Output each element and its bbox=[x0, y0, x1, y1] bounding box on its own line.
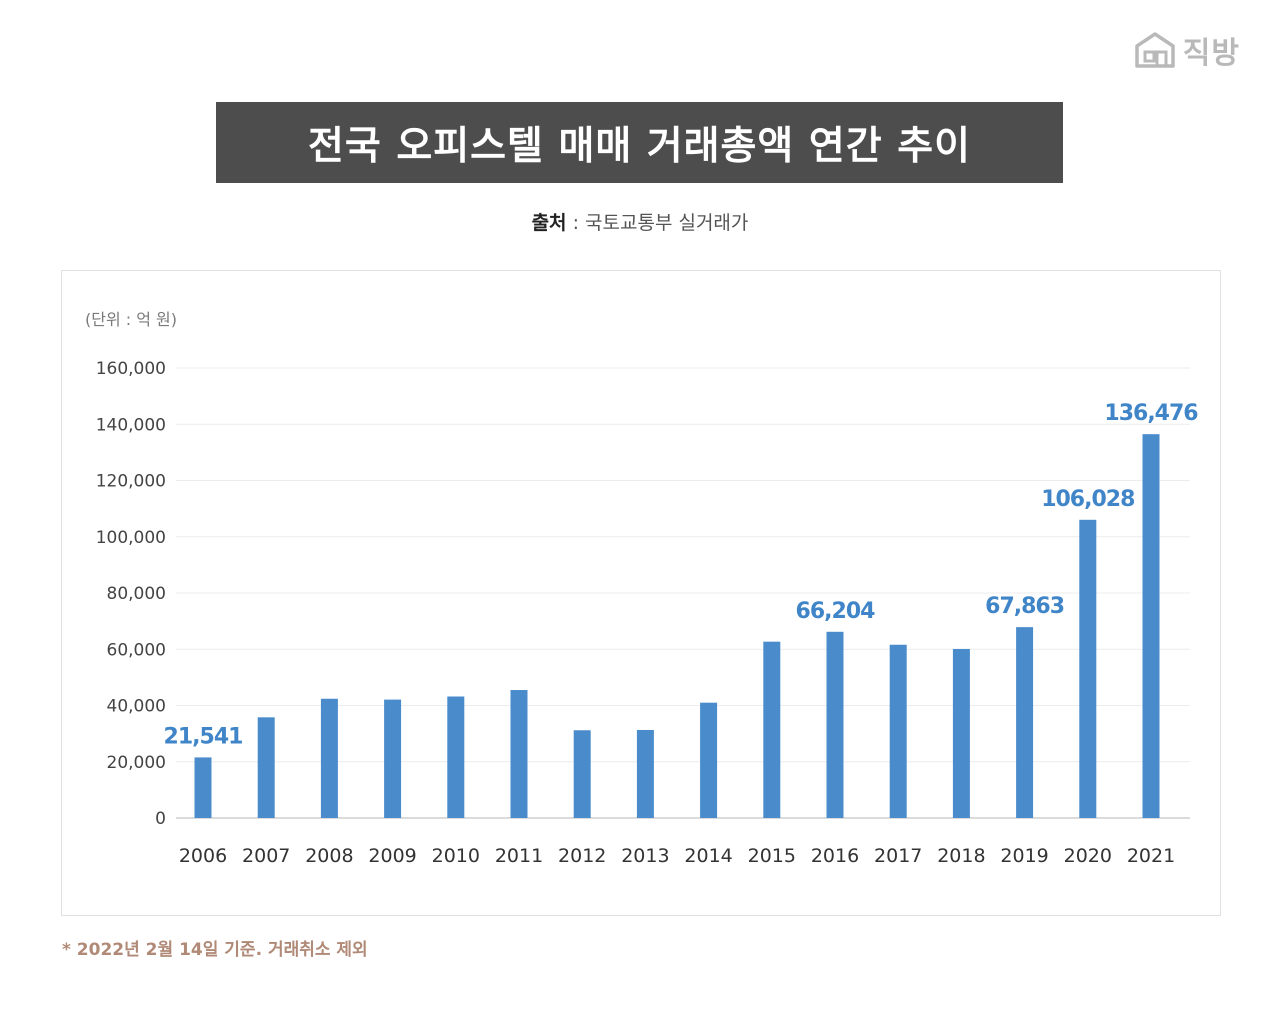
bar-2010 bbox=[447, 696, 465, 818]
bar-2008 bbox=[320, 698, 338, 818]
x-tick-label: 2013 bbox=[621, 845, 669, 867]
y-tick-label: 20,000 bbox=[107, 753, 166, 773]
source-separator: : bbox=[566, 212, 586, 234]
data-label: 106,028 bbox=[1041, 487, 1134, 512]
chart-title-banner: 전국 오피스텔 매매 거래총액 연간 추이 bbox=[216, 102, 1063, 183]
bar-2006 bbox=[194, 757, 212, 818]
x-tick-label: 2009 bbox=[368, 845, 416, 867]
x-tick-label: 2020 bbox=[1064, 845, 1112, 867]
bar-2007 bbox=[257, 717, 275, 818]
brand-logo: 직방 bbox=[1133, 28, 1240, 72]
bar-2019 bbox=[1016, 627, 1034, 818]
chart-title: 전국 오피스텔 매매 거래총액 연간 추이 bbox=[308, 123, 971, 169]
x-tick-label: 2006 bbox=[179, 845, 227, 867]
x-tick-label: 2018 bbox=[937, 845, 985, 867]
y-tick-label: 140,000 bbox=[96, 415, 166, 435]
x-tick-label: 2014 bbox=[684, 845, 732, 867]
bar-2021 bbox=[1142, 434, 1160, 818]
x-tick-label: 2010 bbox=[432, 845, 480, 867]
y-tick-label: 120,000 bbox=[96, 472, 166, 492]
data-label: 21,541 bbox=[164, 724, 243, 749]
y-tick-label: 60,000 bbox=[107, 640, 166, 660]
source-label: 출처 bbox=[531, 212, 567, 234]
bar-2018 bbox=[952, 648, 970, 818]
x-tick-label: 2008 bbox=[305, 845, 353, 867]
bar-2015 bbox=[763, 641, 781, 818]
y-tick-label: 80,000 bbox=[107, 584, 166, 604]
bar-2014 bbox=[700, 702, 718, 818]
bar-2020 bbox=[1079, 519, 1097, 818]
footnote: * 2022년 2월 14일 기준. 거래취소 제외 bbox=[62, 940, 368, 960]
x-tick-label: 2011 bbox=[495, 845, 543, 867]
x-tick-label: 2015 bbox=[748, 845, 796, 867]
unit-label: (단위 : 억 원) bbox=[85, 310, 178, 329]
x-tick-label: 2012 bbox=[558, 845, 606, 867]
source-line: 출처 : 국토교통부 실거래가 bbox=[0, 208, 1280, 235]
source-text: 국토교통부 실거래가 bbox=[585, 212, 749, 234]
y-tick-label: 100,000 bbox=[96, 528, 166, 548]
y-tick-label: 160,000 bbox=[96, 359, 166, 379]
house-icon bbox=[1135, 32, 1175, 68]
data-label: 136,476 bbox=[1104, 401, 1198, 426]
bar-2009 bbox=[384, 699, 402, 818]
bar-2011 bbox=[510, 690, 528, 818]
data-label: 67,863 bbox=[985, 594, 1064, 619]
x-tick-label: 2021 bbox=[1127, 845, 1175, 867]
bar-2012 bbox=[573, 730, 591, 818]
y-tick-label: 0 bbox=[155, 809, 166, 829]
bar-2017 bbox=[889, 644, 907, 818]
bar-2013 bbox=[636, 729, 654, 818]
brand-name: 직방 bbox=[1182, 36, 1240, 71]
data-label: 66,204 bbox=[796, 599, 876, 624]
x-tick-label: 2019 bbox=[1000, 845, 1048, 867]
x-tick-label: 2016 bbox=[811, 845, 859, 867]
x-tick-label: 2017 bbox=[874, 845, 922, 867]
y-tick-label: 40,000 bbox=[107, 697, 166, 717]
x-tick-label: 2007 bbox=[242, 845, 290, 867]
bar-2016 bbox=[826, 631, 844, 818]
